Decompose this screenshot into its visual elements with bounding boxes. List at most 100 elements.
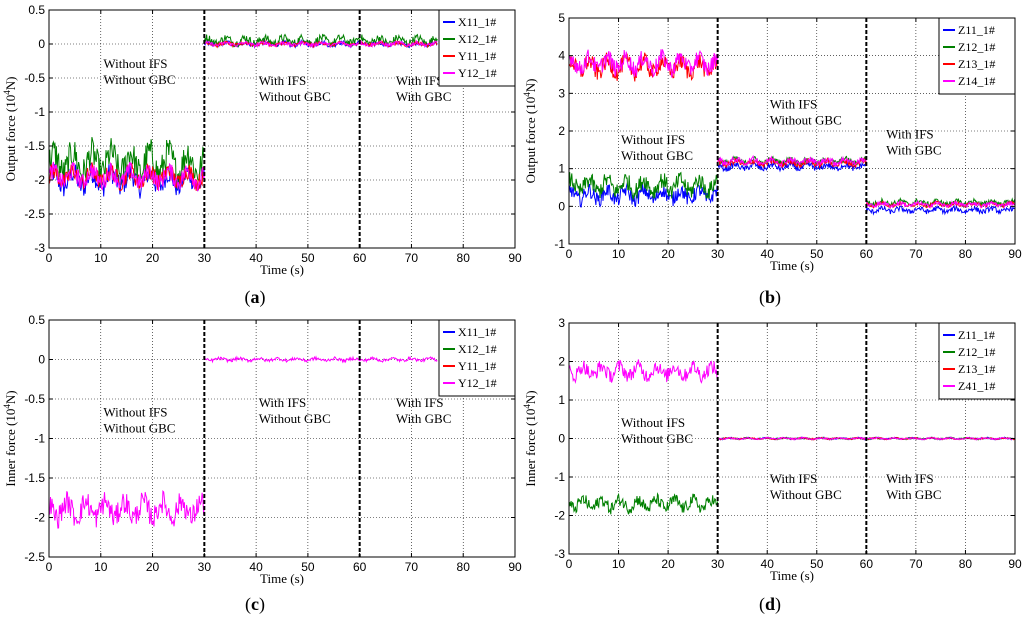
y-tick-label: 0 bbox=[558, 432, 565, 446]
legend-entry: Z12_1# bbox=[958, 40, 995, 54]
y-axis-label: Inner force (104N) bbox=[522, 390, 538, 486]
y-tick-label: -0.5 bbox=[24, 392, 45, 406]
x-tick-label: 90 bbox=[508, 560, 522, 574]
x-tick-label: 70 bbox=[909, 557, 923, 571]
x-tick-label: 30 bbox=[711, 557, 725, 571]
x-axis-label: Time (s) bbox=[770, 258, 814, 273]
series-line-Y12_1# bbox=[203, 39, 438, 49]
phase-annotation: Without IFS bbox=[103, 404, 167, 419]
x-tick-label: 0 bbox=[46, 251, 53, 265]
phase-annotation: With GBC bbox=[396, 89, 451, 104]
legend-entry: Y12_1# bbox=[458, 66, 497, 80]
y-tick-label: -3 bbox=[554, 547, 565, 561]
x-tick-label: 0 bbox=[566, 247, 573, 261]
chart-panel-a: 0 10 20 30 40 50 60 70 80 90 0.5 0 -0.5 -1 -1.5 -2 -2.5 -… bbox=[2, 3, 522, 308]
x-tick-label: 50 bbox=[810, 557, 824, 571]
legend-entry: X11_1# bbox=[458, 15, 496, 29]
phase-annotation: With IFS bbox=[259, 395, 307, 410]
phase-annotation: Without IFS bbox=[103, 56, 167, 71]
phase-annotation: With IFS bbox=[259, 73, 307, 88]
y-tick-label: -2.5 bbox=[24, 207, 45, 221]
phase-annotation: Without GBC bbox=[770, 487, 842, 502]
legend-entry: Z11_1# bbox=[958, 328, 995, 342]
series-line-Z14_1# bbox=[568, 49, 719, 78]
series-line-X12_1# bbox=[203, 33, 438, 48]
series-line-Z11_1# bbox=[568, 181, 719, 208]
legend-entry: Y11_1# bbox=[458, 359, 496, 373]
y-tick-label: -1 bbox=[554, 237, 565, 251]
x-tick-label: 20 bbox=[661, 247, 675, 261]
series-line-Z12_1# bbox=[568, 171, 718, 202]
x-tick-label: 90 bbox=[508, 251, 522, 265]
phase-annotation: With IFS bbox=[770, 96, 818, 111]
x-tick-label: 10 bbox=[612, 557, 626, 571]
phase-annotation: Without GBC bbox=[259, 89, 331, 104]
y-tick-label: 3 bbox=[558, 86, 565, 100]
y-tick-label: 1 bbox=[558, 393, 565, 407]
series-line-Z14_1# bbox=[865, 199, 1016, 209]
series-line-Y12_1# bbox=[48, 490, 205, 529]
y-axis-label: Output force (104N) bbox=[522, 79, 538, 184]
x-tick-label: 50 bbox=[301, 251, 315, 265]
x-tick-label: 80 bbox=[959, 557, 973, 571]
x-tick-label: 60 bbox=[353, 251, 367, 265]
y-tick-label: -1.5 bbox=[24, 139, 45, 153]
series-line-Y11_1# bbox=[48, 162, 205, 191]
legend-entry: Z12_1# bbox=[958, 345, 995, 359]
y-tick-label: -1 bbox=[34, 105, 45, 119]
legend-entry: Z13_1# bbox=[958, 57, 995, 71]
x-tick-label: 50 bbox=[810, 247, 824, 261]
y-tick-label: 4 bbox=[558, 49, 565, 63]
plot-area bbox=[48, 9, 516, 249]
phase-annotation: Without IFS bbox=[621, 132, 685, 147]
x-tick-label: 0 bbox=[46, 560, 53, 574]
x-tick-label: 30 bbox=[198, 251, 212, 265]
phase-annotation: Without IFS bbox=[621, 415, 685, 430]
phase-annotation: Without GBC bbox=[259, 411, 331, 426]
legend-entry: Z14_1# bbox=[958, 74, 995, 88]
panel-caption: (b) bbox=[759, 287, 781, 308]
panel-caption: (c) bbox=[245, 594, 265, 615]
x-axis-label: Time (s) bbox=[770, 568, 814, 583]
x-tick-label: 40 bbox=[761, 247, 775, 261]
y-axis-label: Inner force (104N) bbox=[2, 390, 18, 486]
x-tick-label: 10 bbox=[94, 560, 108, 574]
y-tick-label: 0.5 bbox=[28, 313, 45, 327]
legend-entry: Z41_1# bbox=[958, 379, 995, 393]
series-line-X12_1# bbox=[48, 136, 205, 191]
y-tick-label: -3 bbox=[34, 241, 45, 255]
x-tick-label: 60 bbox=[860, 247, 874, 261]
phase-annotation: Without GBC bbox=[621, 148, 693, 163]
y-tick-label: -2 bbox=[34, 173, 45, 187]
phase-annotation: With IFS bbox=[770, 471, 818, 486]
x-tick-label: 60 bbox=[353, 560, 367, 574]
phase-annotation: Without GBC bbox=[103, 72, 175, 87]
y-tick-label: -2.5 bbox=[24, 550, 45, 564]
x-tick-label: 70 bbox=[909, 247, 923, 261]
y-tick-label: 2 bbox=[558, 355, 565, 369]
x-axis-label: Time (s) bbox=[260, 571, 304, 586]
legend-entry: X12_1# bbox=[458, 342, 497, 356]
series-line-Z11_1# bbox=[865, 204, 1016, 216]
x-tick-label: 80 bbox=[457, 560, 471, 574]
x-tick-label: 90 bbox=[1008, 557, 1022, 571]
x-tick-label: 10 bbox=[612, 247, 626, 261]
y-tick-label: 0 bbox=[38, 353, 45, 367]
phase-annotation: With GBC bbox=[886, 143, 941, 158]
phase-annotation: Without GBC bbox=[621, 431, 693, 446]
y-tick-label: 3 bbox=[558, 316, 565, 330]
legend-entry: X12_1# bbox=[458, 32, 497, 46]
series-line-Y12_1# bbox=[48, 161, 205, 192]
chart-panel-c: 0 10 20 30 40 50 60 70 80 90 0.5 0 -0.5 -1 -1.5 -2 -2.5 T… bbox=[2, 313, 522, 615]
x-tick-label: 40 bbox=[249, 251, 263, 265]
y-axis-label: Output force (104N) bbox=[2, 77, 18, 182]
y-tick-label: -1 bbox=[34, 432, 45, 446]
y-tick-label: 2 bbox=[558, 124, 565, 138]
legend-entry: Y11_1# bbox=[458, 49, 496, 63]
phase-annotation: Without GBC bbox=[770, 112, 842, 127]
series-line-Z14_1# bbox=[717, 154, 867, 168]
series-line-Y12_1# bbox=[203, 355, 438, 364]
x-tick-label: 70 bbox=[405, 560, 419, 574]
